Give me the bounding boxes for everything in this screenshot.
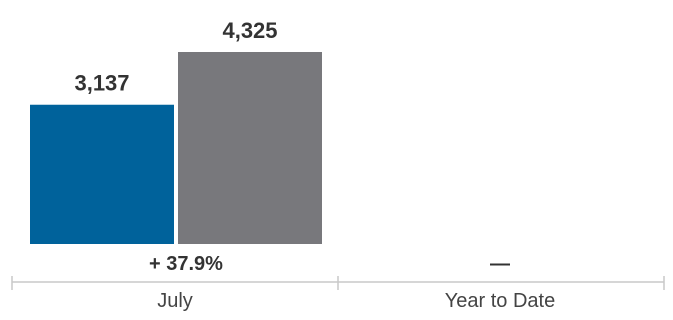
bar-july-series-2 xyxy=(178,52,322,244)
bars-group xyxy=(30,52,322,245)
change-label-july: + 37.9% xyxy=(149,253,223,275)
category-label-july: July xyxy=(157,290,193,312)
value-label-july-series-1: 3,137 xyxy=(74,71,129,96)
change-label-year-to-date: — xyxy=(490,253,510,275)
bar-july-series-1 xyxy=(30,104,174,245)
category-label-year-to-date: Year to Date xyxy=(445,290,555,312)
value-labels-group: 3,137 4,325 xyxy=(74,18,277,96)
value-label-july-series-2: 4,325 xyxy=(222,18,277,43)
